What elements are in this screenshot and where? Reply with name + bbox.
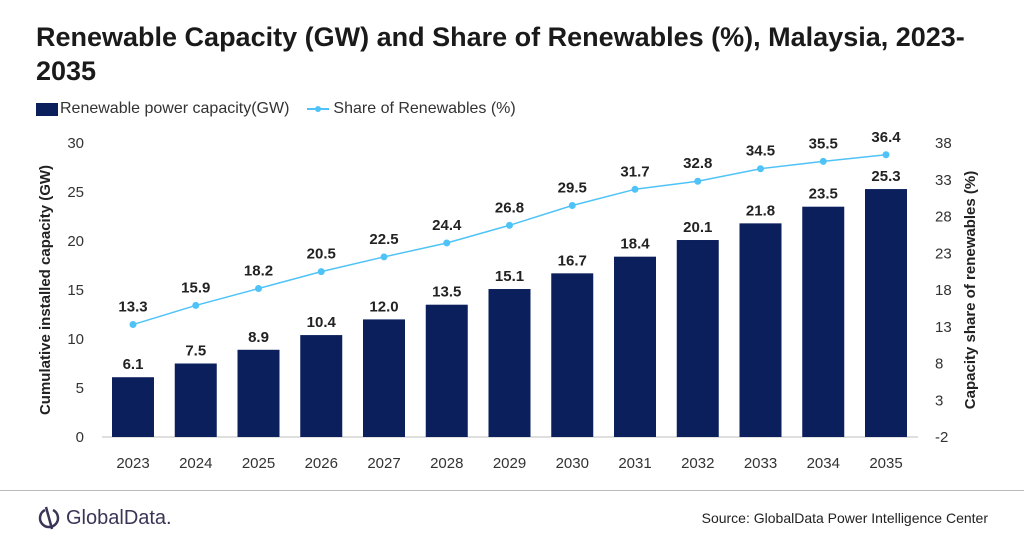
share-point-2024: [192, 301, 200, 309]
share-point-2023: [129, 321, 137, 329]
share-point-2029: [506, 221, 513, 229]
bar-data-label: 21.8: [746, 202, 775, 219]
line-data-label: 34.5: [746, 143, 775, 160]
share-point-2026: [317, 268, 325, 276]
bar-data-label: 13.5: [432, 284, 461, 301]
y-right-tick-label: 13: [935, 319, 952, 336]
legend-line-swatch: [307, 106, 330, 112]
y-tick-label: 0: [76, 429, 84, 446]
bar-2034: [802, 206, 845, 437]
x-tick-label: 2034: [807, 455, 840, 472]
x-tick-label: 2033: [744, 455, 777, 472]
legend-label-capacity: Renewable power capacity(GW): [60, 100, 290, 117]
share-point-2033: [757, 165, 764, 173]
share-point-2031: [631, 185, 639, 193]
bar-2030: [551, 273, 594, 437]
bar-data-label: 23.5: [809, 186, 838, 203]
y-tick-label: 5: [76, 380, 84, 397]
bar-data-label: 16.7: [558, 252, 587, 269]
y-right-tick-label: -2: [935, 429, 948, 446]
line-data-label: 15.9: [181, 279, 210, 296]
x-tick-label: 2025: [242, 455, 275, 472]
bar-2028: [425, 304, 468, 437]
line-data-label: 32.8: [683, 155, 712, 172]
y-tick-label: 30: [67, 135, 84, 152]
x-tick-label: 2023: [116, 455, 149, 472]
y-tick-label: 15: [67, 282, 84, 299]
chart-title: Renewable Capacity (GW) and Share of Ren…: [36, 22, 965, 86]
y-tick-label: 20: [67, 233, 84, 250]
bar-data-label: 7.5: [185, 343, 206, 360]
bar-2029: [488, 289, 531, 437]
y-right-tick-label: 18: [935, 282, 952, 299]
line-data-label: 26.8: [495, 199, 524, 216]
bar-2027: [363, 319, 405, 437]
x-tick-label: 2028: [430, 455, 463, 472]
bar-data-label: 20.1: [683, 219, 712, 236]
bar-2032: [676, 240, 719, 437]
bar-2024: [174, 363, 217, 437]
x-tick-label: 2031: [618, 455, 651, 472]
share-point-2027: [380, 253, 388, 261]
y-right-tick-label: 8: [935, 356, 943, 373]
line-data-label: 29.5: [558, 179, 587, 196]
bar-2023: [112, 377, 154, 437]
bar-data-label: 18.4: [620, 236, 650, 253]
x-tick-label: 2035: [869, 455, 902, 472]
x-tick-label: 2024: [179, 455, 212, 472]
line-data-label: 35.5: [809, 135, 838, 152]
line-data-label: 31.7: [620, 163, 649, 180]
bar-2035: [865, 189, 907, 437]
line-data-label: 20.5: [307, 246, 336, 263]
share-point-2028: [443, 239, 451, 247]
line-data-label: 18.2: [244, 263, 273, 280]
globaldata-logo: GlobalData.: [36, 505, 172, 531]
share-point-2032: [694, 177, 702, 185]
y-right-tick-label: 3: [935, 392, 943, 409]
bar-data-label: 12.0: [369, 298, 398, 315]
bar-data-label: 8.9: [248, 329, 269, 346]
x-tick-label: 2026: [305, 455, 338, 472]
footer-divider: [0, 490, 1024, 491]
line-data-label: 24.4: [432, 217, 462, 234]
y-tick-label: 10: [67, 331, 84, 348]
x-tick-label: 2032: [681, 455, 714, 472]
bar-2033: [739, 223, 782, 437]
x-tick-label: 2030: [556, 455, 589, 472]
bar-data-label: 25.3: [871, 168, 900, 185]
source-note: Source: GlobalData Power Intelligence Ce…: [701, 510, 988, 526]
y-tick-label: 25: [67, 184, 84, 201]
y-right-tick-label: 33: [935, 172, 952, 189]
logo-text: GlobalData.: [66, 506, 172, 529]
line-data-label: 36.4: [871, 129, 901, 146]
bar-2026: [300, 335, 343, 437]
legend: Renewable power capacity(GW) Share of Re…: [36, 100, 516, 118]
share-point-2035: [882, 151, 890, 159]
share-point-2025: [255, 285, 262, 293]
bar-data-label: 15.1: [495, 268, 524, 285]
y-right-tick-label: 38: [935, 135, 952, 152]
x-tick-label: 2027: [367, 455, 400, 472]
line-data-label: 13.3: [118, 299, 147, 316]
globaldata-logo-icon: [38, 506, 60, 530]
line-data-label: 22.5: [369, 231, 398, 248]
bar-data-label: 10.4: [307, 314, 337, 331]
y-right-tick-label: 28: [935, 209, 952, 226]
bar-data-label: 6.1: [123, 356, 144, 373]
share-point-2034: [819, 157, 827, 165]
x-tick-label: 2029: [493, 455, 526, 472]
y-axis-label: Cumulative installed capacity (GW): [37, 165, 54, 415]
bar-2025: [237, 349, 280, 437]
share-point-2030: [568, 201, 576, 209]
bar-2031: [614, 256, 656, 437]
y-right-tick-label: 23: [935, 245, 952, 262]
legend-bar-swatch: [36, 102, 58, 116]
legend-label-share: Share of Renewables (%): [333, 100, 516, 117]
y-right-axis-label: Capacity share of renewables (%): [962, 171, 979, 409]
